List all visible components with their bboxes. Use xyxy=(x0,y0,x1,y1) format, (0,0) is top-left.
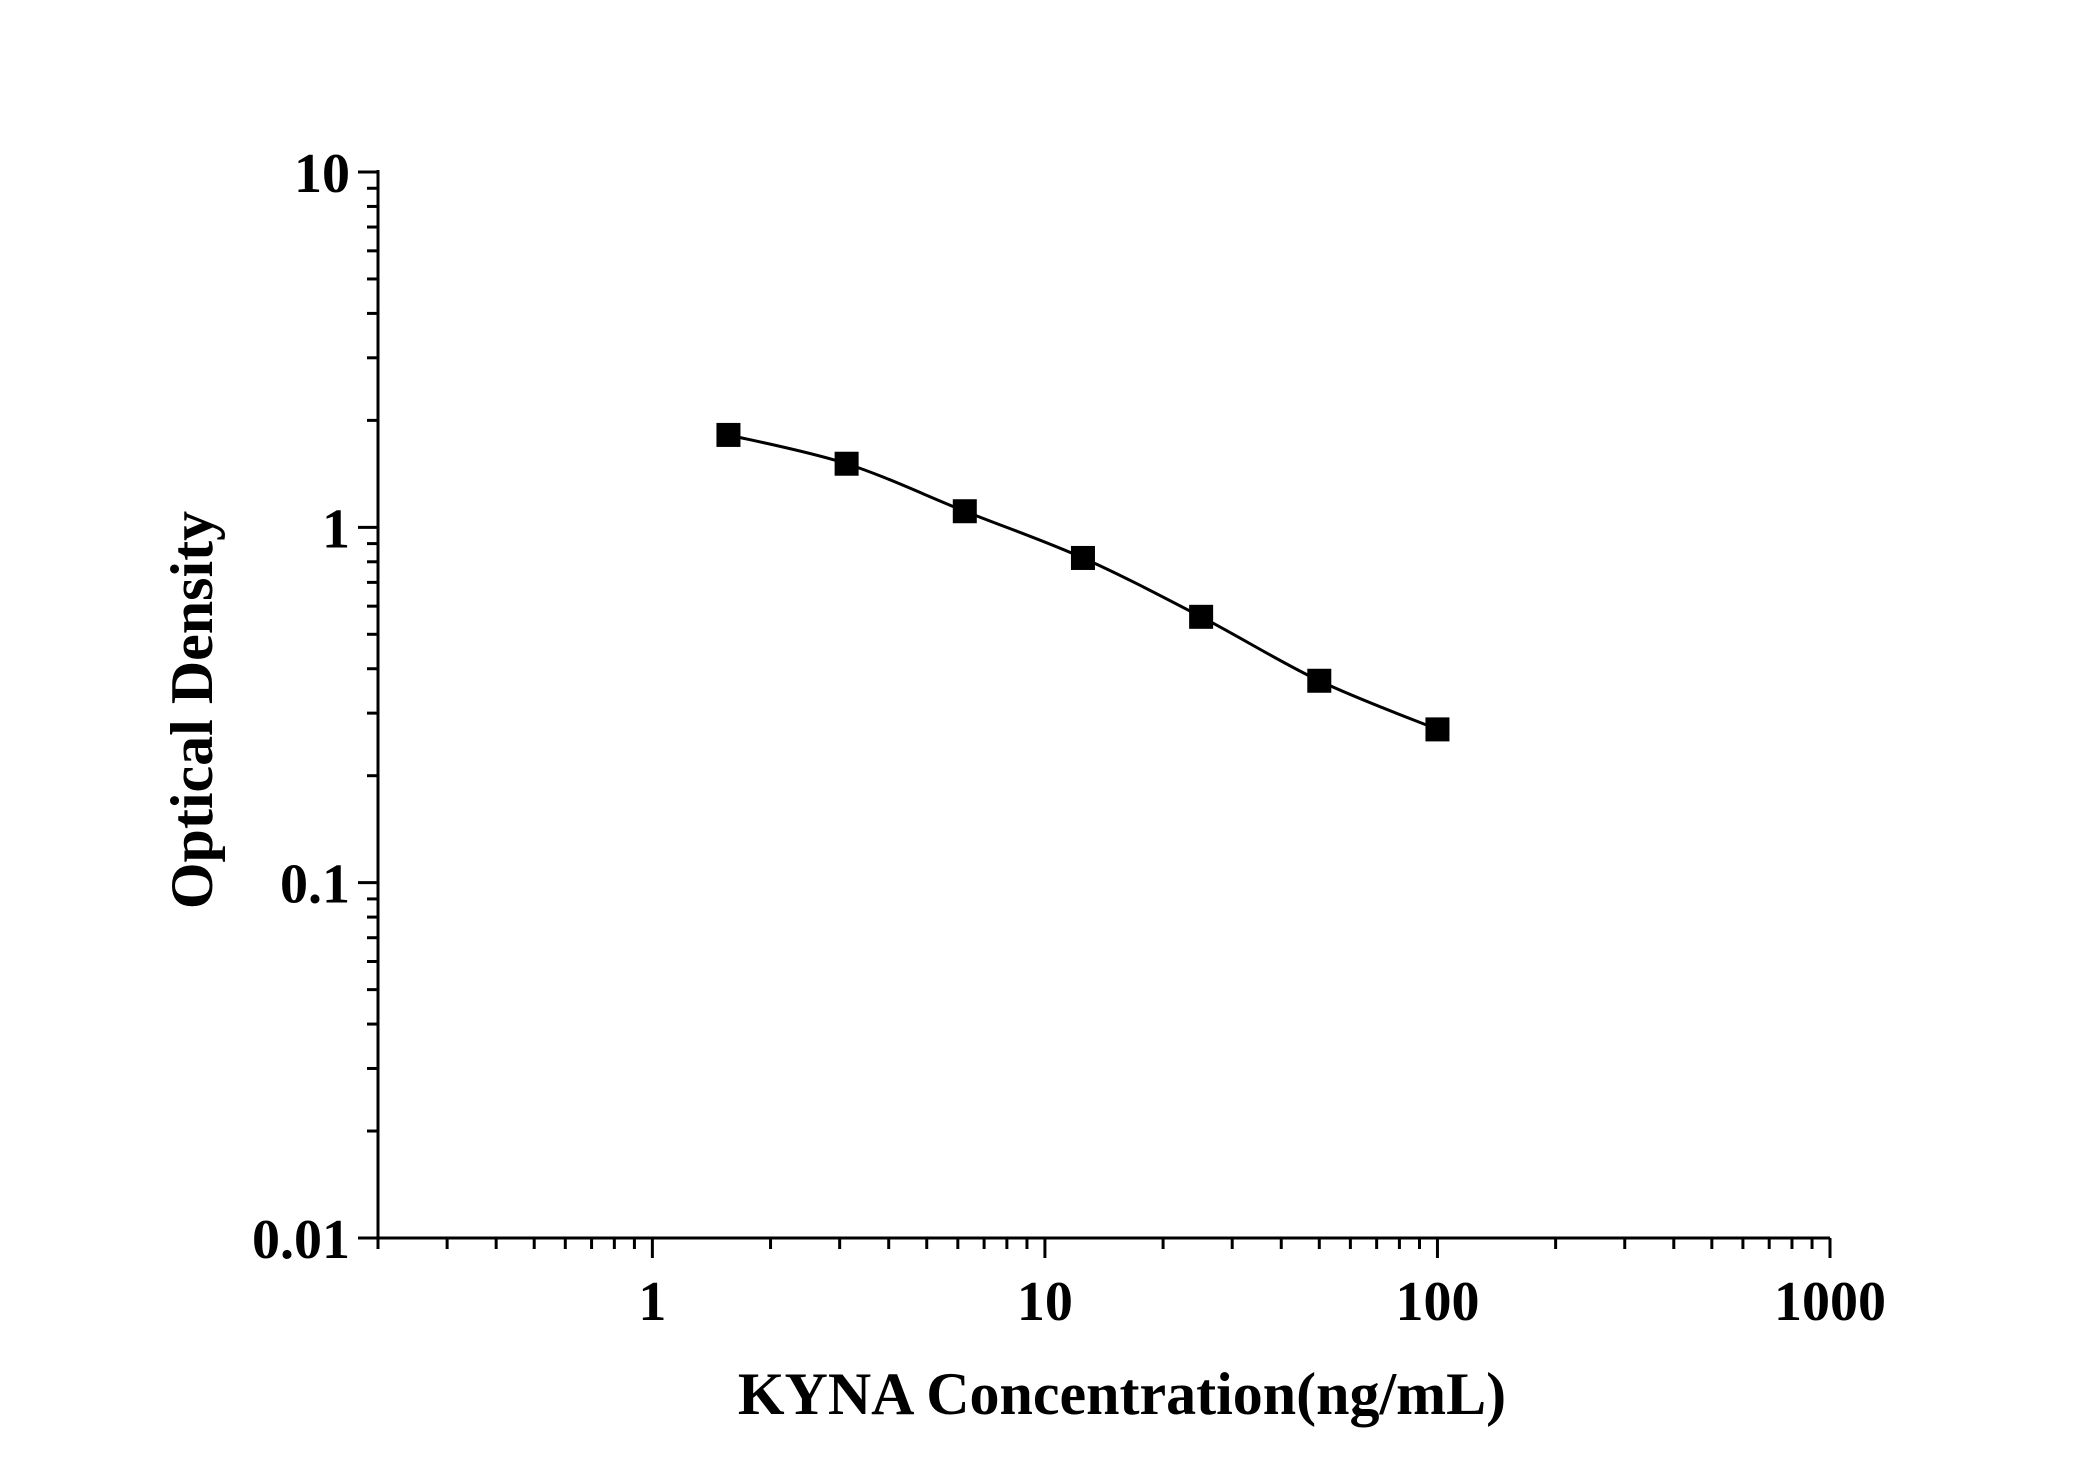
x-axis-title: KYNA Concentration(ng/mL) xyxy=(738,1361,1506,1427)
x-tick-label: 1000 xyxy=(1774,1271,1886,1333)
data-markers xyxy=(716,422,1450,742)
ticks xyxy=(358,170,1832,1258)
y-tick-label: 0.01 xyxy=(252,1209,350,1271)
data-point xyxy=(834,451,859,476)
y-axis-title: Optical Density xyxy=(159,511,225,909)
data-point xyxy=(1425,717,1450,742)
x-tick-label: 10 xyxy=(1017,1271,1073,1333)
x-tick-label: 1 xyxy=(638,1271,666,1333)
data-point xyxy=(716,422,741,447)
x-tick-label: 100 xyxy=(1395,1271,1479,1333)
data-point xyxy=(1070,545,1095,570)
data-point xyxy=(1307,668,1332,693)
tick-labels: 1 10 100 1000 0.01 0.1 1 10 xyxy=(252,143,1886,1333)
y-tick-label: 1 xyxy=(322,498,350,560)
axes xyxy=(376,170,1830,1240)
y-tick-label: 0.1 xyxy=(280,854,350,916)
data-point xyxy=(952,499,977,524)
y-tick-label: 10 xyxy=(294,143,350,205)
data-point xyxy=(1189,604,1214,629)
